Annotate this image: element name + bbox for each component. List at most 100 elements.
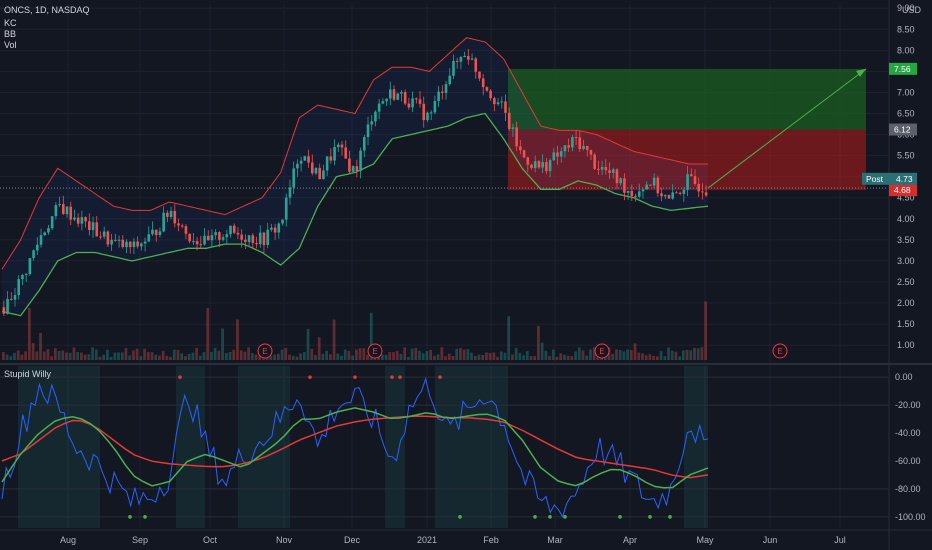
candle-body bbox=[128, 241, 132, 248]
candle-body bbox=[474, 58, 478, 72]
candle-body bbox=[169, 210, 173, 217]
candle-body bbox=[73, 217, 76, 220]
volume-bar bbox=[641, 353, 644, 360]
price-tick-label: 2.00 bbox=[897, 298, 915, 308]
indicator-label-kc[interactable]: KC bbox=[4, 18, 17, 28]
volume-bar bbox=[440, 347, 444, 360]
earnings-event-icon bbox=[367, 343, 383, 359]
volume-bar bbox=[247, 347, 250, 360]
volume-bar bbox=[347, 350, 351, 360]
price-tick-label: 3.00 bbox=[897, 256, 915, 266]
volume-bar bbox=[288, 354, 291, 360]
volume-bar bbox=[503, 352, 507, 360]
candle-body bbox=[678, 192, 682, 194]
volume-bar bbox=[685, 349, 689, 360]
candle-body bbox=[645, 184, 648, 190]
indicator-label-vol[interactable]: Vol bbox=[4, 40, 17, 50]
time-axis[interactable]: Aug Sep Oct Nov Dec 2021 Feb Mar Apr May Jun Jul bbox=[60, 535, 846, 545]
overbought-dot bbox=[390, 375, 394, 379]
time-tick-label: Nov bbox=[276, 535, 293, 545]
volume-bar bbox=[154, 354, 158, 360]
time-tick-label: Apr bbox=[623, 535, 637, 545]
candle-body bbox=[95, 222, 99, 237]
candle-body bbox=[377, 103, 381, 112]
volume-bar bbox=[485, 352, 488, 360]
volume-bar bbox=[681, 350, 685, 360]
time-tick-label: Mar bbox=[547, 535, 563, 545]
candle-body bbox=[366, 124, 370, 138]
candle-body bbox=[158, 231, 162, 236]
overbought-dot bbox=[398, 375, 402, 379]
candle-body bbox=[608, 170, 611, 174]
volume-bar bbox=[525, 351, 529, 360]
candle-body bbox=[314, 167, 318, 174]
candles bbox=[2, 48, 708, 317]
candle-body bbox=[310, 162, 314, 174]
candle-body bbox=[351, 166, 355, 172]
volume-bar bbox=[273, 354, 276, 360]
time-tick-label: Jul bbox=[834, 535, 846, 545]
time-tick-label: 2021 bbox=[417, 535, 437, 545]
volume-bar bbox=[132, 350, 135, 360]
candle-body bbox=[218, 232, 221, 240]
volume-bar bbox=[35, 351, 39, 360]
candle-body bbox=[667, 195, 671, 199]
candle-body bbox=[689, 174, 693, 177]
volume-bar bbox=[2, 352, 5, 360]
candle-body bbox=[80, 217, 84, 224]
price-tick-label: 1.00 bbox=[897, 340, 915, 350]
volume-bar bbox=[146, 352, 150, 360]
candle-body bbox=[441, 91, 444, 93]
volume-bar bbox=[343, 349, 347, 360]
candle-body bbox=[206, 235, 210, 241]
volume-bar bbox=[455, 348, 459, 360]
candle-body bbox=[91, 222, 95, 230]
candle-body bbox=[585, 145, 589, 150]
willy-line bbox=[1, 377, 709, 519]
volume-bar bbox=[462, 349, 466, 360]
volume-bar bbox=[150, 352, 154, 360]
volume-bar bbox=[425, 351, 429, 360]
volume-bar bbox=[184, 356, 187, 360]
candle-body bbox=[143, 241, 147, 244]
oversold-dot bbox=[648, 515, 652, 519]
candle-body bbox=[582, 145, 585, 150]
volume-bar bbox=[704, 301, 707, 360]
volume-bar bbox=[328, 354, 332, 360]
volume-bar bbox=[221, 328, 224, 360]
earnings-event-label: E bbox=[777, 347, 782, 356]
candle-body bbox=[656, 177, 660, 194]
volume-bar bbox=[470, 352, 473, 360]
volume-bar bbox=[120, 352, 124, 360]
volume-bar bbox=[537, 325, 540, 360]
volume-bar bbox=[31, 343, 35, 360]
slow-ma-line bbox=[1, 415, 709, 479]
volume-bar bbox=[13, 352, 16, 360]
volume-bar bbox=[243, 351, 247, 360]
lower-pane-title[interactable]: Stupid Willy bbox=[4, 369, 52, 379]
volume-bar bbox=[332, 319, 336, 360]
candle-body bbox=[604, 167, 608, 171]
volume-bar bbox=[611, 353, 615, 360]
volume-bar bbox=[637, 352, 641, 360]
candle-body bbox=[307, 156, 310, 163]
volume-bar bbox=[596, 355, 600, 360]
candle-body bbox=[418, 99, 422, 104]
candle-body bbox=[407, 103, 411, 108]
price-tick-label: 8.00 bbox=[897, 45, 915, 55]
price-tick-label: 3.50 bbox=[897, 235, 915, 245]
volume-bar bbox=[276, 353, 280, 360]
volume-bar bbox=[507, 316, 511, 360]
candle-body bbox=[76, 217, 80, 224]
indicator-label-bb[interactable]: BB bbox=[4, 29, 16, 39]
volume-bar bbox=[117, 352, 120, 360]
price-tick-label: 4.00 bbox=[897, 214, 915, 224]
volume-bar bbox=[54, 348, 57, 360]
symbol-title[interactable]: ONCS, 1D, NASDAQ bbox=[4, 5, 90, 15]
candle-body bbox=[392, 89, 396, 100]
volume-bar bbox=[206, 308, 210, 360]
candle-body bbox=[292, 168, 295, 188]
volume-bar bbox=[143, 348, 146, 360]
